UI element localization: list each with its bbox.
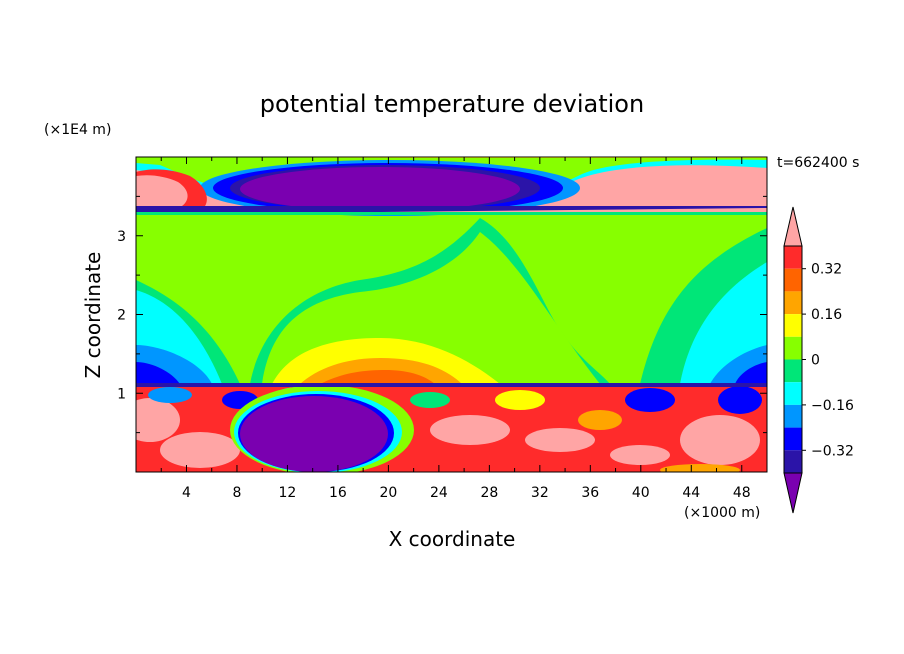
x-tick-label: 36 [581, 485, 599, 501]
y-axis-label: Z coordinate [81, 252, 105, 379]
contour-region [680, 415, 760, 465]
y-tick-label: 1 [117, 386, 126, 402]
colorbar-segment [784, 359, 802, 383]
contour-region [136, 175, 188, 206]
x-axis-label: X coordinate [389, 527, 516, 551]
contour-field [136, 157, 767, 472]
colorbar-segment [784, 291, 802, 315]
y-tick-label: 2 [117, 308, 126, 324]
contour-region [495, 390, 545, 410]
colorbar-segment [783, 472, 803, 514]
colorbar-tick-label: −0.16 [811, 398, 854, 414]
contour-region [610, 445, 670, 465]
time-label: t=662400 s [777, 155, 859, 171]
contour-region [735, 362, 767, 384]
x-tick-label: 48 [733, 485, 751, 501]
colorbar-segment [784, 246, 802, 269]
contour-region [136, 398, 180, 442]
x-tick-label: 8 [232, 485, 241, 501]
contour-region [136, 212, 767, 215]
x-tick-label: 12 [279, 485, 297, 501]
colorbar-segment [784, 314, 802, 337]
contour-region [718, 386, 762, 414]
x-tick-label: 4 [182, 485, 191, 501]
y-axis: 1 2 3 [117, 195, 767, 434]
chart-title: potential temperature deviation [260, 90, 644, 118]
x-unit-label: (×1000 m) [684, 505, 760, 521]
contour-region [660, 464, 740, 472]
x-tick-label: 44 [682, 485, 700, 501]
x-tick-label: 40 [632, 485, 650, 501]
colorbar: 0.32 0.16 0 −0.16 −0.32 [783, 206, 854, 514]
x-tick-label: 28 [480, 485, 498, 501]
colorbar-segment [784, 427, 802, 451]
contour-region [136, 362, 180, 384]
contour-region [380, 208, 767, 212]
y-tick-label: 3 [117, 229, 126, 245]
colorbar-tick-label: 0.32 [811, 262, 842, 278]
contour-region [136, 206, 767, 212]
contour-region [525, 428, 595, 452]
colorbar-tick-label: −0.32 [811, 443, 854, 459]
colorbar-segment [784, 404, 802, 428]
colorbar-segment [783, 206, 803, 247]
contour-region [430, 415, 510, 445]
x-axis: 4 8 12 16 20 24 28 32 36 40 44 48 [160, 157, 751, 501]
plot-area [135, 156, 768, 473]
colorbar-segment [784, 450, 802, 473]
contour-region [625, 388, 675, 412]
x-tick-label: 24 [430, 485, 448, 501]
x-tick-label: 16 [329, 485, 347, 501]
colorbar-tick-label: 0.16 [811, 307, 842, 323]
contour-region [240, 396, 388, 472]
colorbar-tick-label: 0 [811, 353, 820, 369]
y-unit-label: (×1E4 m) [44, 122, 111, 138]
contour-region [240, 167, 520, 211]
contour-region [320, 370, 435, 384]
contour-region [410, 392, 450, 408]
x-tick-label: 20 [379, 485, 397, 501]
contour-region [160, 432, 240, 468]
colorbar-segment [784, 382, 802, 405]
contour-region [136, 383, 767, 387]
colorbar-segment [784, 336, 802, 360]
colorbar-segment [784, 268, 802, 292]
x-tick-label: 32 [531, 485, 549, 501]
contour-region [578, 410, 622, 430]
contour-region [148, 387, 192, 403]
